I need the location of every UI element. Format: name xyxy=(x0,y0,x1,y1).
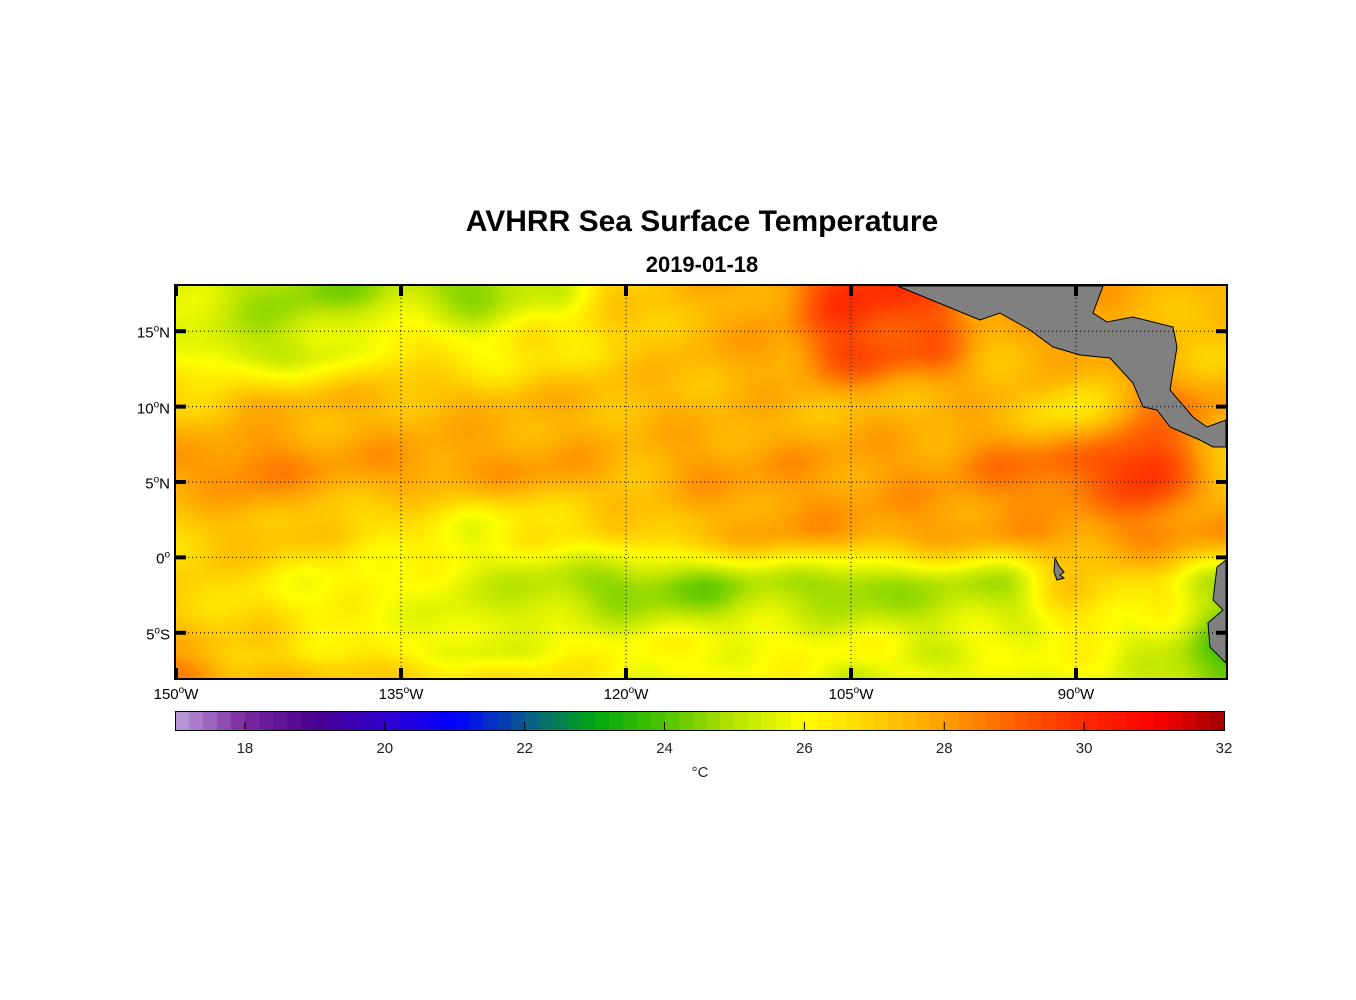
y-tick-label: 10oN xyxy=(110,399,170,418)
degree-mark: o xyxy=(628,685,635,696)
tick-hem: S xyxy=(159,626,170,644)
tick-hem: W xyxy=(184,686,199,703)
colorbar-tick-label: 26 xyxy=(796,740,813,757)
tick-hem: N xyxy=(159,400,170,418)
tick-hem: W xyxy=(1080,686,1095,703)
degree-mark: o xyxy=(153,323,160,335)
map-overlay xyxy=(174,285,1227,678)
colorbar-tick-label: 24 xyxy=(656,740,673,757)
y-tick-label: 0o xyxy=(110,549,170,568)
tick-num: 105 xyxy=(828,686,854,703)
colorbar-tick-label: 28 xyxy=(935,740,953,757)
colorbar xyxy=(175,711,1225,731)
x-tick-label: 150oW xyxy=(153,685,199,704)
tick-hem: N xyxy=(159,475,170,493)
x-tick-label: 120oW xyxy=(603,685,649,704)
tick-hem: W xyxy=(634,686,649,703)
degree-mark: o xyxy=(153,474,160,486)
tick-num: 90 xyxy=(1057,686,1075,703)
colorbar-tick-label: 18 xyxy=(236,740,254,757)
tick-num: 0 xyxy=(156,550,165,568)
y-tick-label: 5oS xyxy=(110,625,170,644)
tick-num: 5 xyxy=(146,626,155,644)
tick-hem: W xyxy=(409,686,424,703)
degree-mark: o xyxy=(853,685,860,696)
x-tick-label: 135oW xyxy=(378,685,424,704)
degree-mark: o xyxy=(154,625,160,637)
degree-mark: o xyxy=(403,685,410,696)
tick-hem: N xyxy=(159,324,170,342)
land-ecuador-peru xyxy=(1207,558,1227,665)
map-plot-area xyxy=(174,285,1227,678)
x-tick-label: 105oW xyxy=(828,685,874,704)
colorbar-tick-label: 20 xyxy=(376,740,394,757)
land-galapagos xyxy=(1053,556,1066,581)
tick-num: 5 xyxy=(145,475,154,493)
y-tick-label: 5oN xyxy=(110,474,170,493)
gridlines xyxy=(176,286,1226,678)
degree-mark: o xyxy=(153,399,160,411)
tick-hem: W xyxy=(859,686,874,703)
tick-num: 15 xyxy=(136,324,154,342)
chart-title: AVHRR Sea Surface Temperature xyxy=(465,205,939,238)
y-tick-label: 15oN xyxy=(110,323,170,342)
colorbar-unit: °C xyxy=(691,764,709,781)
x-tick-label: 90oW xyxy=(1057,685,1095,704)
chart-subtitle: 2019-01-18 xyxy=(645,252,759,277)
tick-num: 120 xyxy=(603,686,629,703)
land xyxy=(897,285,1227,665)
degree-mark: o xyxy=(1074,685,1081,696)
colorbar-ticks xyxy=(244,722,1085,730)
colorbar-tick-label: 30 xyxy=(1075,740,1093,757)
degree-mark: o xyxy=(178,685,185,696)
colorbar-tick-label: 32 xyxy=(1215,740,1233,757)
tick-num: 10 xyxy=(136,400,154,418)
degree-mark: o xyxy=(164,549,170,561)
colorbar-tick-label: 22 xyxy=(516,740,533,757)
land-mexico-central-america xyxy=(897,285,1227,448)
tick-num: 150 xyxy=(153,686,179,703)
frame-ticks xyxy=(174,286,1226,678)
tick-num: 135 xyxy=(378,686,404,703)
